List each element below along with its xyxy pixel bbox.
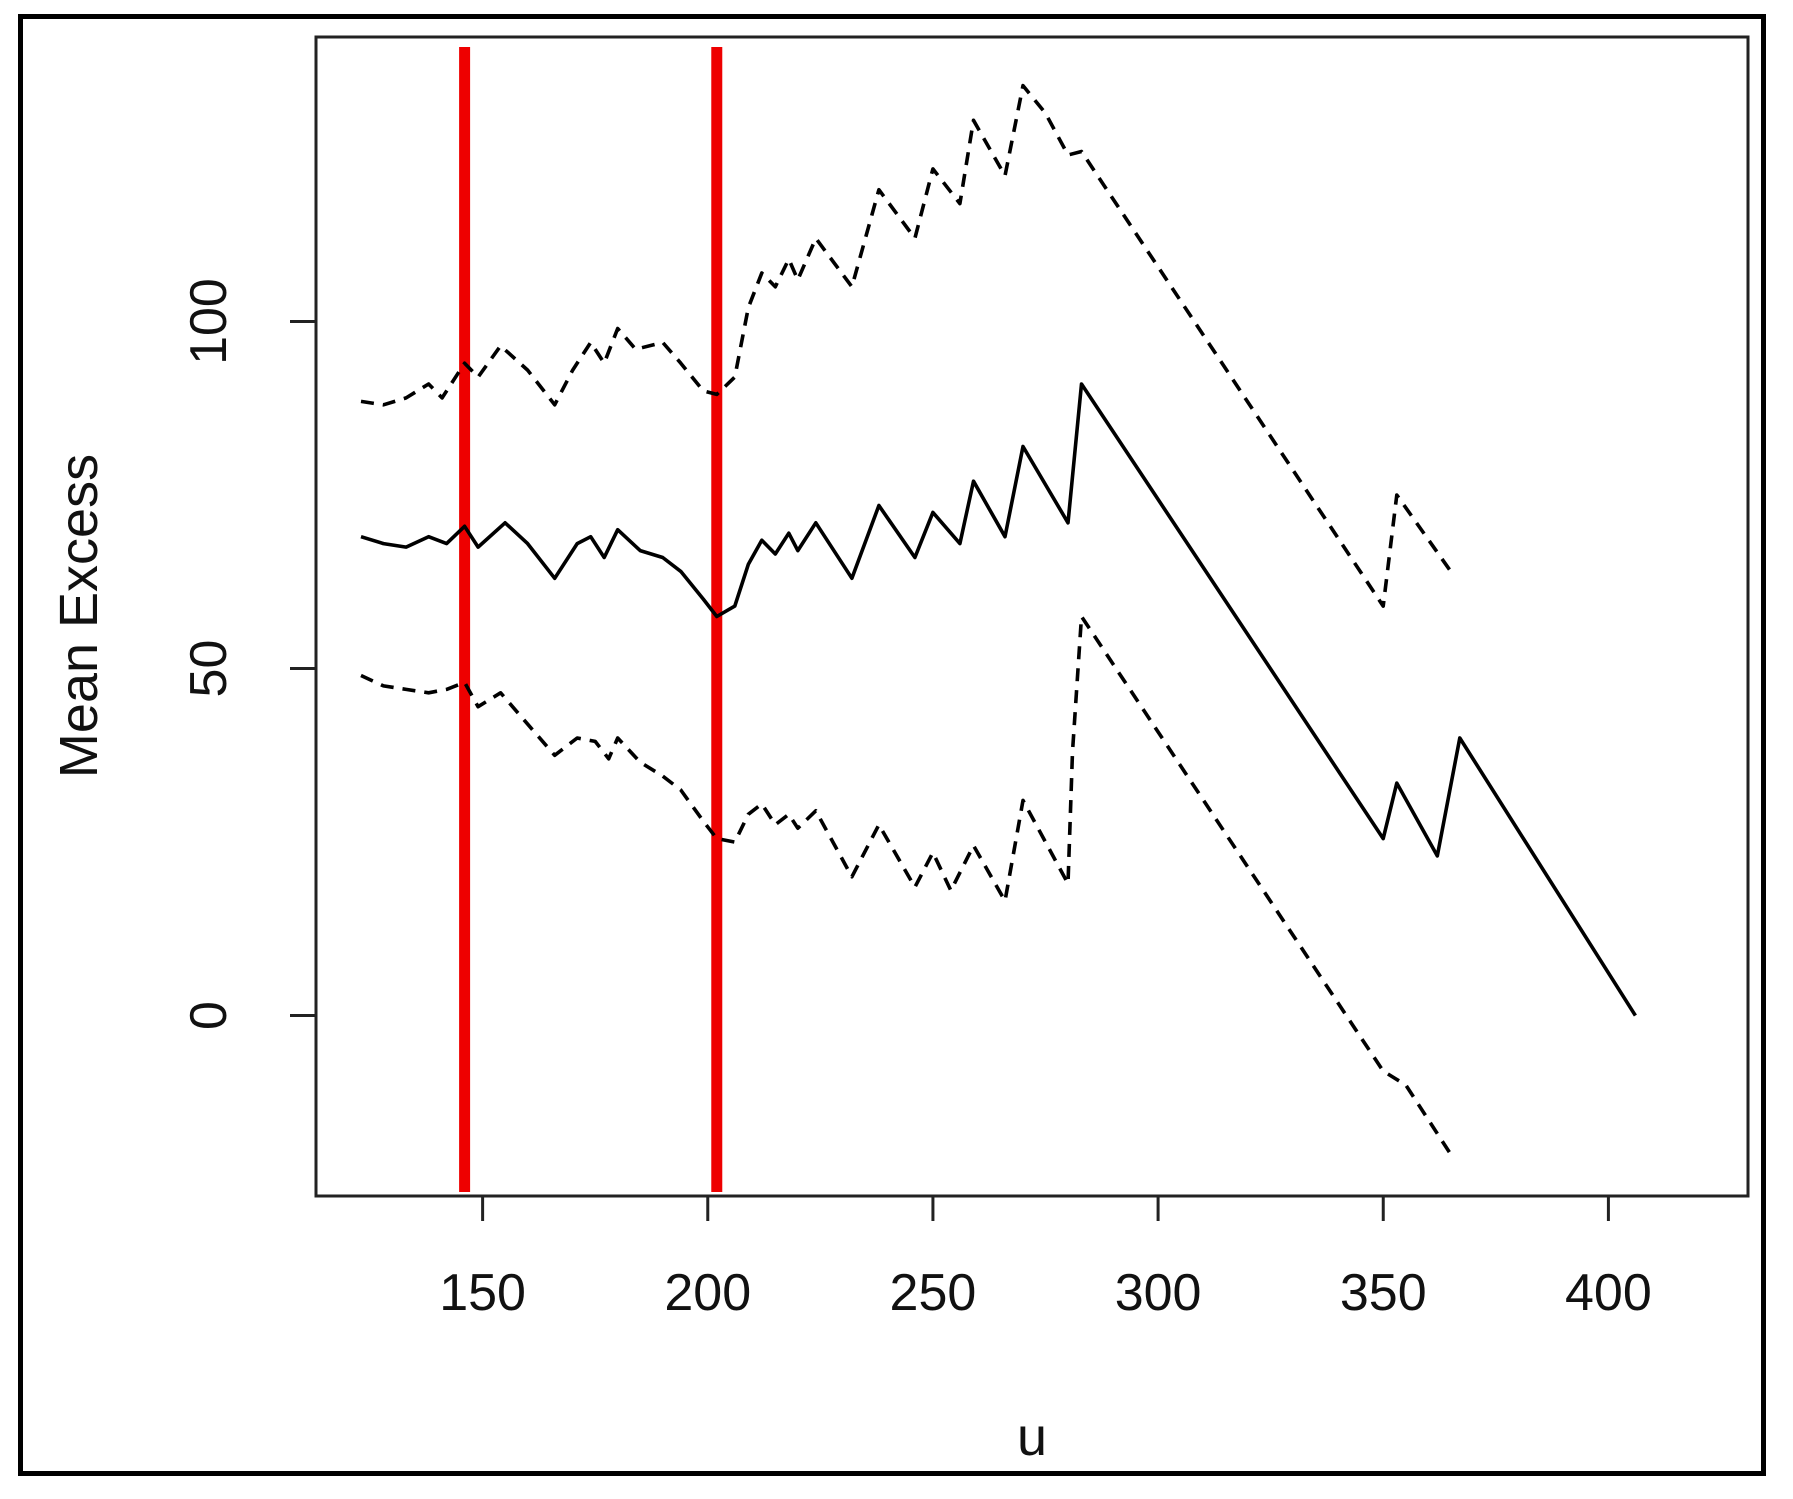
confidence-band-line-2 [360, 614, 1453, 1156]
plot-area [314, 35, 1750, 1198]
confidence-band-line-1 [360, 83, 1453, 608]
x-tick-label-350: 350 [1340, 1264, 1427, 1322]
y-tick-label-0: 0 [180, 1001, 238, 1030]
x-tick-label-150: 150 [439, 1264, 526, 1322]
x-axis: 150 200 250 300 350 400 [439, 1194, 1652, 1322]
y-axis: 0 50 100 [180, 278, 318, 1030]
y-tick-label-100: 100 [180, 278, 238, 365]
x-tick-label-400: 400 [1565, 1264, 1652, 1322]
series-layer [360, 83, 1637, 1156]
x-tick-label-300: 300 [1115, 1264, 1202, 1322]
x-tick-label-250: 250 [890, 1264, 977, 1322]
y-axis-label: Mean Excess [49, 454, 109, 778]
figure-frame [18, 14, 1766, 1476]
mean-excess-line [360, 382, 1637, 1017]
x-tick-label-200: 200 [664, 1264, 751, 1322]
reference-lines [459, 47, 723, 1192]
x-axis-label: u [1017, 1407, 1047, 1467]
y-tick-label-50: 50 [180, 640, 238, 698]
